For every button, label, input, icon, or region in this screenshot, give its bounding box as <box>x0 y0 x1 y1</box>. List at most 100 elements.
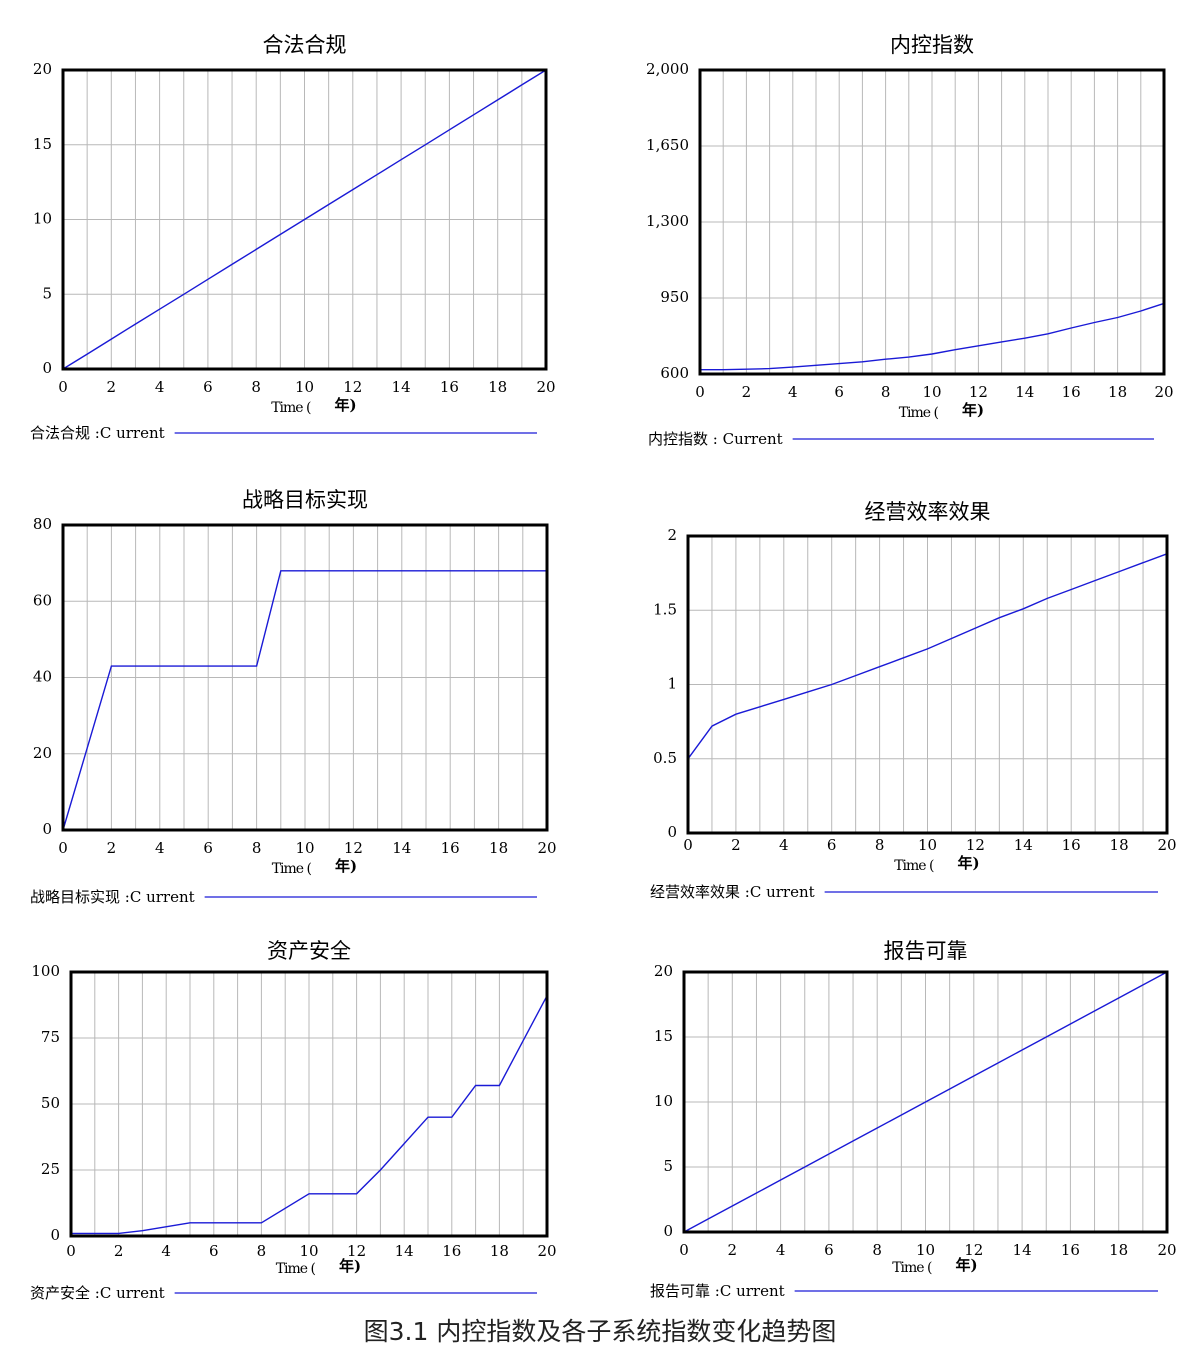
x-tick-label: 20 <box>537 1242 556 1260</box>
plot-frame <box>69 970 549 1238</box>
y-tick-label: 2,000 <box>646 60 689 78</box>
legend-label: 资产安全 :C urrent <box>30 1284 165 1302</box>
x-tick-label: 20 <box>1157 836 1176 854</box>
x-tick-label: 6 <box>827 836 837 854</box>
x-tick-label: 6 <box>834 383 844 401</box>
x-tick-label: 0 <box>66 1242 76 1260</box>
x-axis-label: Time ( <box>899 405 939 421</box>
chart-title: 资产安全 <box>267 939 351 963</box>
x-tick-label: 16 <box>1062 383 1081 401</box>
x-tick-label: 2 <box>107 378 117 396</box>
x-tick-label: 20 <box>536 378 555 396</box>
x-tick-label: 6 <box>824 1241 834 1259</box>
x-tick-label: 10 <box>295 378 314 396</box>
x-tick-label: 20 <box>1157 1241 1176 1259</box>
legend-label: 战略目标实现 :C urrent <box>30 888 195 906</box>
plot-frame <box>682 970 1169 1234</box>
y-tick-label: 15 <box>33 135 52 153</box>
figure-caption: 图3.1 内控指数及各子系统指数变化趋势图 <box>363 1317 837 1346</box>
chart-panel: 战略目标实现 0 20 40 60 80 0 2 4 6 8 10 12 14 16 18 20 Time (年)… <box>30 488 557 906</box>
x-tick-label: 10 <box>916 1241 935 1259</box>
x-tick-label: 0 <box>58 378 68 396</box>
x-axis-label: Time ( <box>894 858 934 874</box>
y-tick-label: 0 <box>667 823 677 841</box>
x-tick-label: 6 <box>203 839 213 857</box>
x-axis-unit: 年) <box>962 401 984 419</box>
series-line <box>62 570 547 831</box>
y-tick-label: 1.5 <box>653 600 677 618</box>
x-tick-label: 8 <box>881 383 891 401</box>
x-tick-label: 18 <box>1109 1241 1128 1259</box>
y-tick-label: 2 <box>667 526 677 544</box>
y-tick-label: 15 <box>654 1027 673 1045</box>
x-axis-unit: 年) <box>958 854 980 872</box>
x-axis-label: Time ( <box>276 1261 316 1277</box>
x-tick-label: 12 <box>347 1242 366 1260</box>
chart-title: 内控指数 <box>890 33 974 57</box>
y-tick-label: 1 <box>667 675 677 693</box>
y-tick-label: 0.5 <box>653 749 677 767</box>
x-tick-label: 0 <box>695 383 705 401</box>
x-tick-label: 12 <box>966 836 985 854</box>
x-tick-label: 20 <box>1154 383 1173 401</box>
x-tick-label: 10 <box>922 383 941 401</box>
x-axis-unit: 年) <box>335 857 357 875</box>
y-tick-label: 0 <box>663 1222 673 1240</box>
y-tick-label: 1,650 <box>646 136 689 154</box>
x-tick-label: 8 <box>257 1242 267 1260</box>
chart-title: 合法合规 <box>263 33 347 57</box>
x-tick-label: 4 <box>155 839 165 857</box>
y-tick-label: 0 <box>50 1226 60 1244</box>
y-tick-label: 40 <box>33 668 52 686</box>
y-tick-label: 100 <box>31 962 60 980</box>
x-tick-label: 14 <box>392 378 411 396</box>
x-tick-label: 18 <box>489 839 508 857</box>
x-tick-label: 0 <box>58 839 68 857</box>
x-tick-label: 8 <box>251 378 261 396</box>
y-tick-label: 75 <box>41 1028 60 1046</box>
x-tick-label: 12 <box>343 378 362 396</box>
x-tick-label: 2 <box>742 383 752 401</box>
x-tick-label: 14 <box>1014 836 1033 854</box>
x-tick-label: 2 <box>731 836 741 854</box>
x-axis-label: Time ( <box>892 1260 932 1276</box>
y-tick-label: 600 <box>660 364 689 382</box>
y-tick-label: 10 <box>654 1092 673 1110</box>
x-tick-label: 8 <box>252 839 262 857</box>
chart-panel: 合法合规 0 5 10 15 20 0 2 4 6 8 10 12 14 16 18 20 Time (年) 合法合… <box>30 33 556 442</box>
y-tick-label: 0 <box>42 820 52 838</box>
legend-label: 合法合规 :C urrent <box>30 424 165 442</box>
y-tick-label: 5 <box>42 284 52 302</box>
x-tick-label: 14 <box>1013 1241 1032 1259</box>
y-tick-label: 5 <box>663 1157 673 1175</box>
x-tick-label: 4 <box>776 1241 786 1259</box>
x-tick-label: 2 <box>107 839 117 857</box>
y-tick-label: 80 <box>33 515 52 533</box>
x-tick-label: 18 <box>1108 383 1127 401</box>
x-tick-label: 8 <box>875 836 885 854</box>
x-tick-label: 4 <box>779 836 789 854</box>
series-line <box>683 971 1168 1233</box>
x-tick-label: 6 <box>209 1242 219 1260</box>
y-tick-label: 950 <box>660 288 689 306</box>
y-tick-label: 25 <box>41 1160 60 1178</box>
plot-frame <box>61 523 549 832</box>
x-tick-label: 6 <box>203 378 213 396</box>
x-tick-label: 4 <box>155 378 165 396</box>
x-tick-label: 10 <box>918 836 937 854</box>
x-tick-label: 0 <box>679 1241 689 1259</box>
x-axis-label: Time ( <box>271 400 311 416</box>
x-tick-label: 16 <box>440 378 459 396</box>
legend-label: 内控指数 : Current <box>648 430 783 448</box>
x-axis-unit: 年) <box>339 1257 361 1275</box>
plot-frame <box>61 68 548 371</box>
x-tick-label: 2 <box>728 1241 738 1259</box>
chart-panel: 报告可靠 0 5 10 15 20 0 2 4 6 8 10 12 14 16 18 20 Time (年) 报告可… <box>650 939 1177 1300</box>
plot-frame <box>698 68 1166 376</box>
y-tick-label: 20 <box>33 744 52 762</box>
y-tick-label: 20 <box>33 60 52 78</box>
y-tick-label: 20 <box>654 962 673 980</box>
chart-panel: 内控指数 600 950 1,300 1,650 2,000 0 2 4 6 8 10 12 14 16 18… <box>646 33 1174 448</box>
y-tick-label: 0 <box>42 359 52 377</box>
